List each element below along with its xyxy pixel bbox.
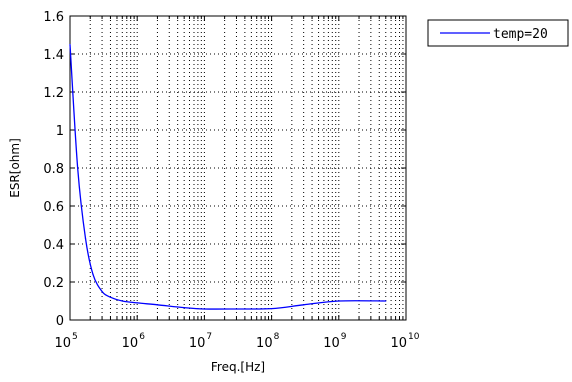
series-point — [385, 300, 387, 302]
x-tick-label: 10 6 — [122, 332, 146, 351]
x-tick-label-exponent: 10 — [408, 332, 420, 342]
series-point — [121, 300, 123, 302]
x-tick-label: 10 9 — [323, 332, 347, 351]
y-tick-label: 1.6 — [43, 10, 64, 25]
series-point — [136, 302, 138, 304]
x-tick-label-base: 10 — [390, 336, 407, 351]
legend: temp=20 — [427, 19, 569, 47]
y-tick-label: 0.4 — [43, 238, 64, 253]
series-point — [156, 304, 159, 306]
y-tick-label: 1.4 — [43, 48, 64, 63]
x-tick-label: 10 10 — [390, 332, 419, 351]
x-tick-label-exponent: 5 — [72, 332, 78, 342]
legend-label-temp-20: temp=20 — [493, 27, 548, 42]
y-tick-label: 0.6 — [43, 200, 64, 215]
y-tick-label: 0 — [56, 314, 64, 329]
y-tick-label: 0.2 — [43, 276, 64, 291]
tick-marks — [70, 15, 406, 321]
series-point — [235, 308, 238, 310]
series-point — [77, 167, 79, 169]
series-point — [84, 237, 87, 239]
x-tick-label: 10 5 — [54, 332, 77, 351]
x-tick-label: 10 8 — [256, 332, 280, 351]
y-tick-label: 0.8 — [43, 162, 64, 177]
series-point — [109, 296, 112, 298]
x-tick-label: 10 7 — [189, 332, 212, 351]
y-tick-label: 1.2 — [43, 86, 64, 101]
x-tick-labels: 10 5 10 6 10 7 10 8 10 9 10 10 — [54, 332, 419, 351]
series-point — [101, 290, 103, 293]
x-tick-label-base: 10 — [54, 336, 71, 351]
x-axis-title: Freq.[Hz] — [211, 360, 265, 374]
x-tick-label-base: 10 — [122, 336, 139, 351]
series-point — [303, 304, 305, 306]
y-axis-title: ESR[ohm] — [8, 138, 22, 198]
y-tick-label: 1 — [56, 124, 64, 139]
series-point — [203, 308, 205, 310]
series-point — [69, 43, 71, 46]
series-point — [92, 273, 94, 275]
x-tick-label-base: 10 — [256, 336, 273, 351]
x-tick-label-base: 10 — [323, 336, 340, 351]
series-point — [183, 307, 185, 309]
x-tick-label-exponent: 7 — [206, 332, 212, 342]
x-tick-label-exponent: 6 — [139, 332, 145, 342]
x-tick-label-base: 10 — [189, 336, 206, 351]
series-point — [271, 308, 273, 310]
x-tick-label-exponent: 9 — [341, 332, 347, 342]
y-tick-labels: 0 0.2 0.4 0.6 0.8 1 1.2 1.4 1.6 — [43, 10, 64, 329]
series-point — [338, 300, 340, 302]
series-lines — [69, 43, 387, 310]
x-tick-label-exponent: 8 — [274, 332, 280, 342]
